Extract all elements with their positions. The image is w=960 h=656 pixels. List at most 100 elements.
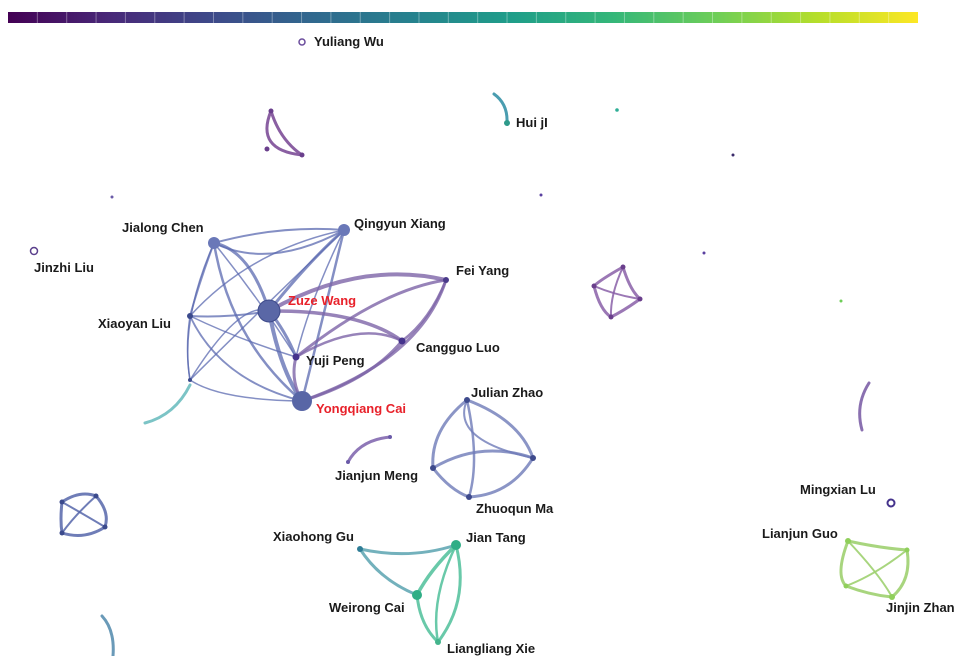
node-small[interactable]	[615, 108, 619, 112]
edge	[436, 543, 462, 644]
label-xiaoyan-liu: Xiaoyan Liu	[98, 316, 171, 331]
label-cangguo-luo: Cangguo Luo	[416, 340, 500, 355]
label-yongqiang-cai: Yongqiang Cai	[316, 401, 406, 416]
node-lianjun-guo[interactable]	[845, 538, 851, 544]
node-anon[interactable]	[530, 455, 536, 461]
color-scale-gradient	[8, 12, 918, 23]
label-lianjun-guo: Lianjun Guo	[762, 526, 838, 541]
edge	[267, 272, 448, 313]
edge	[189, 379, 303, 402]
label-liangliang-xie: Liangliang Xie	[447, 641, 535, 656]
edge	[61, 495, 97, 534]
label-jian-tang: Jian Tang	[466, 530, 526, 545]
edge	[358, 547, 419, 597]
edge	[467, 456, 535, 499]
node-fei-yang[interactable]	[443, 277, 449, 283]
node-small[interactable]	[299, 152, 305, 158]
nodes	[29, 38, 910, 645]
node-small[interactable]	[388, 435, 392, 439]
node-qingyun-xiang[interactable]	[338, 224, 350, 236]
edge	[890, 548, 910, 599]
label-mingxian-lu: Mingxian Lu	[800, 482, 876, 497]
node-small[interactable]	[346, 460, 350, 464]
node-zhuoqun-ma[interactable]	[466, 494, 472, 500]
edge	[300, 339, 404, 403]
label-xiaohong-gu: Xiaohong Gu	[273, 529, 354, 544]
node-yongqiang-cai[interactable]	[292, 391, 312, 411]
node-small[interactable]	[268, 108, 274, 114]
node-small[interactable]	[110, 195, 114, 199]
node-small[interactable]	[904, 547, 910, 553]
node-small[interactable]	[264, 146, 270, 152]
edge	[212, 241, 271, 313]
edge	[609, 297, 642, 319]
node-small[interactable]	[188, 378, 192, 382]
node-small[interactable]	[59, 530, 65, 536]
node-small[interactable]	[731, 153, 735, 157]
label-jianjun-meng: Jianjun Meng	[335, 468, 418, 483]
node-jian-tang[interactable]	[451, 540, 461, 550]
node-zuze-wang[interactable]	[257, 299, 281, 323]
node-small[interactable]	[608, 314, 614, 320]
node-julian-zhao[interactable]	[464, 397, 470, 403]
label-zuze-wang: Zuze Wang	[288, 293, 356, 308]
node-jinjin-zhang[interactable]	[889, 594, 895, 600]
edge	[593, 285, 641, 300]
edge	[295, 229, 345, 358]
node-yuliang-wu[interactable]	[298, 38, 306, 46]
node-liangliang-xie[interactable]	[435, 639, 441, 645]
edge	[346, 435, 392, 464]
node-xiaoyan-liu[interactable]	[187, 313, 193, 319]
node-hui-ji[interactable]	[504, 120, 510, 126]
node-small[interactable]	[93, 493, 99, 499]
edge	[463, 399, 534, 459]
node-small[interactable]	[637, 296, 643, 302]
node-small[interactable]	[102, 524, 108, 530]
node-xiaohong-gu[interactable]	[357, 546, 363, 552]
edge	[431, 398, 469, 470]
edge	[300, 228, 346, 403]
node-small[interactable]	[59, 499, 65, 505]
edge	[858, 381, 871, 432]
edge	[839, 539, 850, 588]
edge	[609, 266, 624, 318]
edge	[267, 309, 404, 343]
node-small[interactable]	[539, 193, 543, 197]
node-yuji-peng[interactable]	[292, 353, 300, 361]
edge	[492, 92, 509, 125]
edge	[213, 227, 345, 244]
label-jinjin-zhang: Jinjin Zhan	[886, 600, 955, 615]
node-jianjun-meng[interactable]	[430, 465, 436, 471]
node-small[interactable]	[591, 283, 597, 289]
node-mingxian-lu[interactable]	[886, 498, 896, 508]
node-small[interactable]	[702, 251, 706, 255]
edge	[213, 242, 297, 358]
labels: Yuliang Wu Hui jI Jinzhi Liu Jialong Che…	[34, 34, 955, 656]
edge	[59, 500, 64, 535]
node-jialong-chen[interactable]	[208, 237, 220, 249]
node-weirong-cai[interactable]	[412, 590, 422, 600]
node-small[interactable]	[839, 299, 843, 303]
label-jinzhi-liu: Jinzhi Liu	[34, 260, 94, 275]
node-jinzhi-liu[interactable]	[29, 246, 39, 256]
node-cangguo-luo[interactable]	[398, 337, 406, 345]
edge	[94, 494, 108, 529]
node-small[interactable]	[843, 583, 849, 589]
label-julian-zhao: Julian Zhao	[471, 385, 543, 400]
edge	[465, 398, 476, 499]
edge	[189, 315, 297, 358]
edge	[143, 383, 192, 425]
label-fei-yang: Fei Yang	[456, 263, 509, 278]
edge	[465, 398, 535, 460]
edge	[294, 278, 448, 359]
edge	[846, 539, 909, 552]
edge	[431, 466, 471, 499]
node-small[interactable]	[620, 264, 626, 270]
edge	[60, 525, 107, 537]
edge	[60, 492, 98, 504]
edge	[621, 265, 642, 301]
edge	[212, 241, 304, 403]
edge	[844, 584, 894, 599]
